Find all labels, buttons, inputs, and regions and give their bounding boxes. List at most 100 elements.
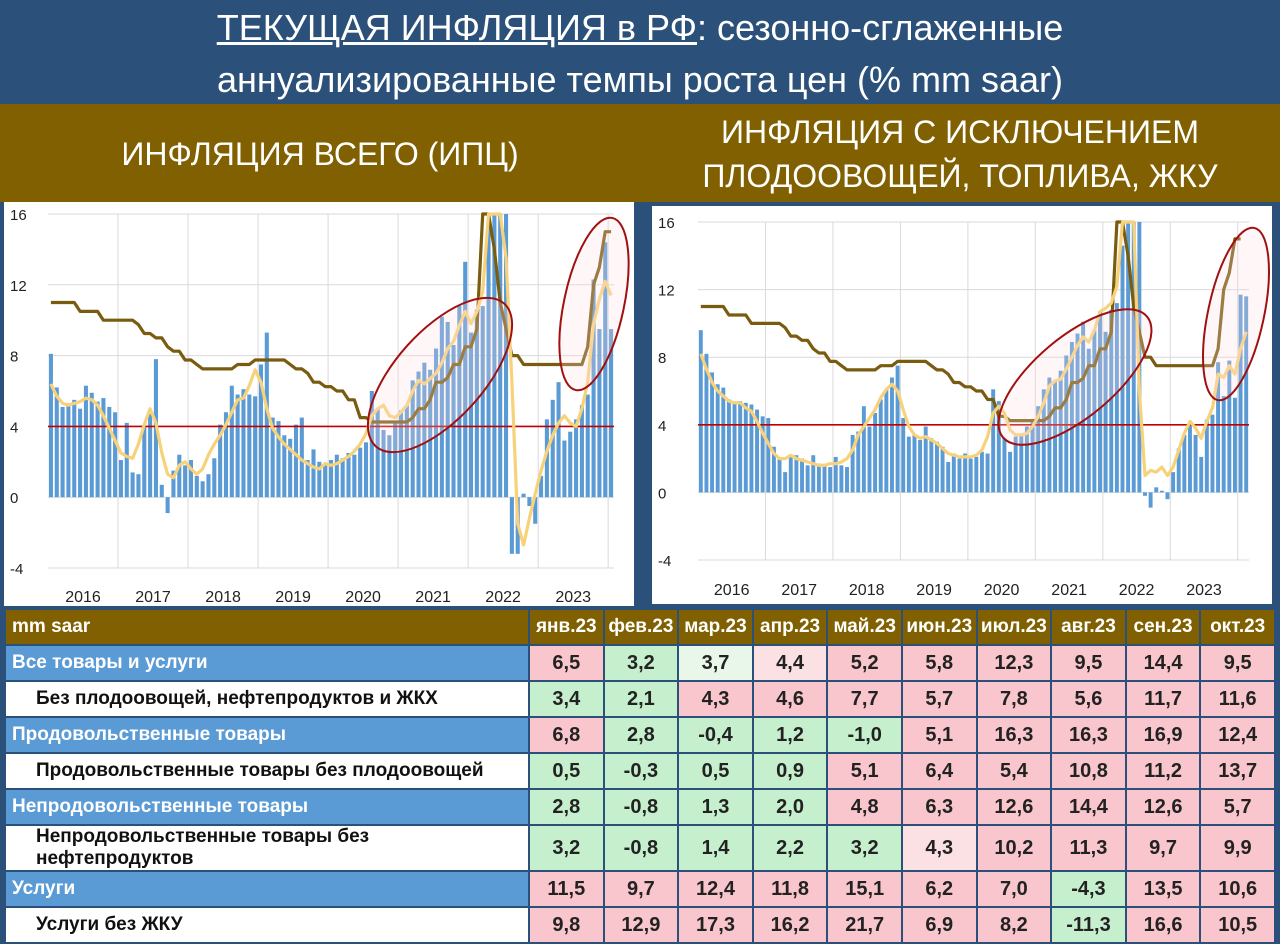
bar — [1210, 414, 1215, 493]
bar — [1154, 487, 1159, 493]
table-cell: -0,8 — [602, 824, 680, 872]
table-cell: 1,4 — [677, 824, 754, 872]
table-cell: 1,2 — [751, 716, 829, 754]
bar — [124, 422, 129, 498]
bar — [293, 424, 299, 498]
bar — [253, 396, 258, 498]
row-label: Услуги — [4, 870, 530, 908]
bar — [264, 332, 269, 498]
table-cell: -4,3 — [1050, 870, 1127, 908]
bar — [72, 399, 77, 498]
bar — [951, 453, 956, 493]
bar — [901, 418, 906, 493]
bar — [1159, 490, 1164, 493]
key-rate-line — [50, 212, 612, 424]
bar — [107, 406, 112, 498]
table-cell: 16,2 — [751, 906, 829, 944]
bar — [1193, 434, 1198, 493]
x-tick-label: 2018 — [849, 582, 885, 599]
bar — [352, 454, 357, 498]
bar — [533, 497, 538, 524]
table-cell: 4,4 — [751, 644, 829, 682]
table-row: Непродовольственные товары без нефтепрод… — [4, 824, 1276, 872]
bar — [1176, 448, 1181, 493]
bar — [1143, 492, 1147, 496]
bar — [1126, 222, 1131, 493]
table-cell: 5,4 — [975, 752, 1053, 790]
bar — [1114, 303, 1119, 493]
bar — [738, 401, 743, 493]
bar — [568, 431, 573, 498]
key-rate-line — [700, 220, 1241, 423]
bar — [183, 465, 188, 498]
bar — [1216, 362, 1221, 493]
bar — [550, 399, 555, 498]
table-cell: 11,6 — [1199, 680, 1276, 718]
bar — [235, 394, 240, 498]
x-tick-label: 2017 — [781, 582, 817, 599]
bar — [1098, 311, 1102, 493]
table-cell: 9,5 — [1199, 644, 1276, 682]
y-tick-label: 12 — [658, 283, 675, 300]
bar — [1075, 333, 1080, 493]
y-tick-label: 8 — [10, 349, 18, 366]
bar — [509, 497, 514, 554]
bar — [340, 458, 345, 498]
right-chart-title: ИНФЛЯЦИЯ С ИСКЛЮЧЕНИЕМ ПЛОДООВОЩЕЙ, ТОПЛ… — [640, 110, 1280, 198]
y-tick-label: 8 — [658, 350, 666, 367]
bar — [334, 454, 339, 498]
table-cell: 13,5 — [1124, 870, 1202, 908]
bar — [884, 389, 889, 493]
bar — [66, 403, 71, 498]
table-cell: 3,7 — [677, 644, 754, 682]
right-chart-title-line1: ИНФЛЯЦИЯ С ИСКЛЮЧЕНИЕМ — [721, 114, 1199, 150]
bar — [393, 422, 398, 498]
bar — [1008, 451, 1013, 493]
bar — [591, 279, 596, 498]
table-cell: 9,7 — [602, 870, 680, 908]
bar — [48, 353, 53, 498]
inflation-table-wrap: mm saar янв.23 фев.23 мар.23 апр.23 май.23 ию… — [4, 608, 1276, 944]
x-tick-label: 2022 — [485, 589, 521, 606]
table-cell: 12,4 — [677, 870, 754, 908]
bar — [934, 441, 939, 493]
highlight-ellipse — [997, 308, 1153, 446]
bar — [229, 385, 234, 498]
bar — [816, 463, 821, 493]
bar — [369, 391, 374, 498]
bar — [1244, 296, 1249, 493]
bar — [906, 436, 911, 493]
table-cell: 12,3 — [975, 644, 1053, 682]
bar — [732, 402, 737, 493]
bar — [381, 429, 386, 498]
bar — [358, 447, 363, 498]
bar — [912, 434, 917, 493]
table-cell: 5,8 — [900, 644, 978, 682]
y-tick-label: 12 — [10, 278, 27, 295]
cpi-chart: -4 0 4 8 12 16 2016 2017 2018 2019 2020 2021 2022 202… — [10, 207, 630, 606]
table-cell: 5,7 — [900, 680, 978, 718]
bar — [457, 306, 462, 498]
bar — [527, 497, 532, 507]
month-header: окт.23 — [1199, 608, 1276, 646]
bar — [206, 474, 211, 498]
header-label: mm saar — [4, 608, 530, 646]
bar — [223, 412, 229, 498]
table-cell: 4,3 — [677, 680, 754, 718]
bar — [873, 412, 878, 493]
x-tick-label: 2019 — [275, 589, 311, 606]
table-cell: 6,3 — [900, 788, 978, 826]
bar — [276, 421, 281, 498]
month-header: май.23 — [826, 608, 903, 646]
bar — [946, 461, 951, 493]
y-tick-label: 0 — [10, 490, 18, 507]
x-tick-label: 2018 — [205, 589, 241, 606]
bar — [811, 455, 816, 493]
highlight-ellipse — [366, 296, 514, 454]
x-tick-label: 2019 — [916, 582, 952, 599]
bar — [422, 362, 427, 498]
bar — [1013, 436, 1018, 493]
bar — [451, 344, 456, 498]
bar — [985, 453, 990, 493]
inflation-table: mm saar янв.23 фев.23 мар.23 апр.23 май.23 ию… — [4, 608, 1276, 944]
